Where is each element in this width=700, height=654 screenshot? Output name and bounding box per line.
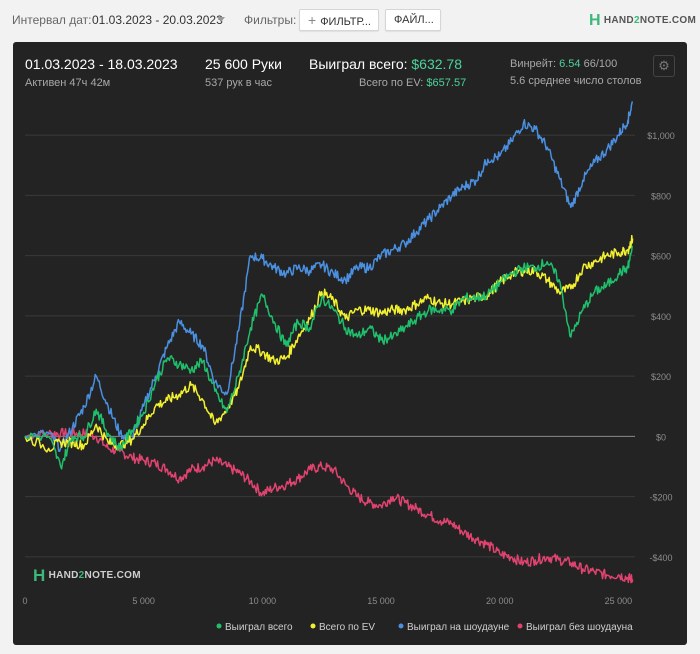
y-tick-label: $800	[651, 191, 671, 201]
won-total: Выиграл всего: $632.78	[309, 56, 462, 72]
won-total-label: Выиграл всего:	[309, 56, 408, 72]
date-range-select[interactable]: 01.03.2023 - 20.03.2023	[92, 13, 223, 27]
legend-marker	[517, 623, 523, 629]
legend-label: Выиграл на шоудауне	[407, 622, 510, 633]
filter-button[interactable]: + ФИЛЬТР...	[299, 9, 379, 31]
active-time: Активен 47ч 42м	[25, 77, 111, 89]
legend-marker	[216, 623, 222, 629]
file-button-label: ФАЙЛ...	[394, 14, 434, 26]
x-tick-label: 20 000	[486, 596, 514, 606]
ev-total: Всего по EV: $657.57	[359, 77, 466, 89]
winrate-suffix: 66/100	[583, 58, 618, 70]
file-button[interactable]: ФАЙЛ...	[385, 9, 441, 31]
ev-label: Всего по EV:	[359, 77, 424, 89]
ev-value: $657.57	[426, 77, 467, 89]
watermark-logo: H HAND2NOTE.COM	[33, 566, 141, 585]
filter-button-label: ФИЛЬТР...	[320, 16, 371, 28]
series-line	[24, 245, 634, 470]
avg-tables: 5.6 среднее число столов	[510, 75, 642, 87]
y-tick-label: $0	[656, 432, 666, 442]
h-logo-icon: H	[589, 12, 601, 29]
chart-svg: -$400 -$200 $0 $200 $400 $600 $800 $1,000 0 5 000…	[22, 101, 675, 633]
hands-per-hour: 537 рук в час	[205, 77, 273, 89]
x-tick-label: 5 000	[132, 596, 155, 606]
plus-icon: +	[308, 12, 317, 28]
y-tick-label: -$400	[649, 553, 672, 563]
series-line	[24, 234, 634, 453]
x-tick-label: 0	[22, 596, 27, 606]
legend-label: Выиграл без шоудауна	[526, 621, 633, 633]
winrate-value: 6.54	[559, 58, 581, 70]
winrate-label: Винрейт:	[510, 58, 557, 70]
winrate: Винрейт: 6.54 66/100	[510, 58, 617, 70]
won-total-value: $632.78	[411, 56, 462, 72]
gear-icon[interactable]: ⚙	[653, 55, 675, 77]
y-tick-label: $400	[651, 312, 671, 322]
h-watermark-icon: H	[33, 566, 46, 585]
legend-label: Выиграл всего	[225, 622, 293, 633]
y-tick-label: $200	[651, 372, 671, 382]
chevron-down-icon[interactable]	[217, 17, 225, 22]
hand2note-logo: H HAND2NOTE.COM	[589, 12, 697, 29]
legend-marker	[398, 623, 404, 629]
date-interval-label: Интервал дат:	[12, 13, 92, 27]
legend-marker	[310, 623, 316, 629]
x-tick-label: 25 000	[605, 596, 633, 606]
legend-label: Всего по EV	[319, 622, 375, 633]
series-line	[24, 101, 633, 453]
filters-label: Фильтры:	[244, 13, 297, 27]
y-tick-label: $600	[651, 252, 671, 262]
graph-panel: 01.03.2023 - 18.03.2023 Активен 47ч 42м …	[13, 42, 687, 645]
top-toolbar: Интервал дат: 01.03.2023 - 20.03.2023 Фи…	[0, 0, 700, 42]
x-tick-label: 15 000	[367, 596, 395, 606]
y-tick-label: $1,000	[647, 131, 675, 141]
hands-count: 25 600 Руки	[205, 56, 282, 72]
series-line	[24, 427, 634, 584]
period-value: 01.03.2023 - 18.03.2023	[25, 56, 178, 72]
x-tick-label: 10 000	[249, 596, 277, 606]
y-tick-label: -$200	[649, 493, 672, 503]
